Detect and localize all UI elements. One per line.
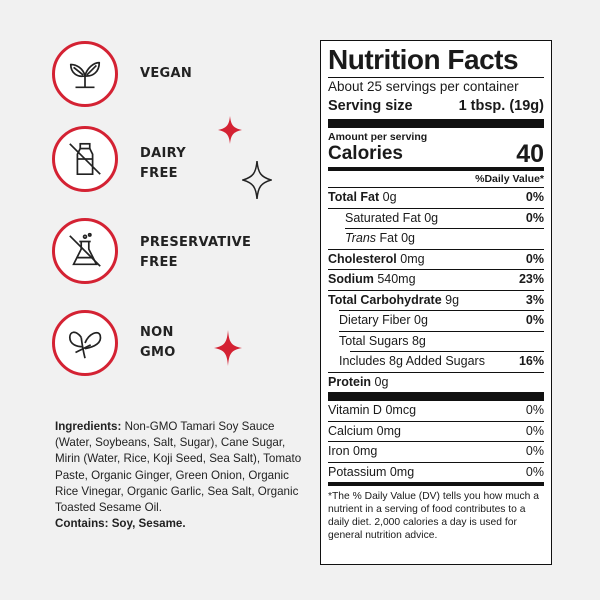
red-sparkle-icon <box>214 330 242 366</box>
ingredients-text: Ingredients: Non-GMO Tamari Soy Sauce (W… <box>55 419 305 532</box>
protein-row: Protein 0g <box>328 374 389 389</box>
ingredients-label: Ingredients: <box>55 420 122 433</box>
butterfly-leaf-icon <box>68 331 102 359</box>
contains-label: Contains: <box>55 517 109 531</box>
preservative-free-badge <box>52 218 118 284</box>
vegan-label: VEGAN <box>140 66 193 81</box>
dairy-free-label: DAIRY FREE <box>140 146 186 181</box>
amount-per-serving: Amount per serving <box>328 131 428 143</box>
potassium-row: Potassium 0mg 0% <box>328 464 544 479</box>
servings-per-container: About 25 servings per container <box>328 79 519 94</box>
serving-size: Serving size 1 tbsp. (19g) <box>328 98 544 114</box>
contains-list: Soy, Sesame. <box>111 517 186 531</box>
total-sugars-row: Total Sugars 8g <box>339 333 426 348</box>
daily-value-footnote: *The % Daily Value (DV) tells you how mu… <box>328 491 539 541</box>
cholesterol-row: Cholesterol 0mg 0% <box>328 251 544 266</box>
nutrition-title: Nutrition Facts <box>328 44 519 75</box>
ingredients-list: Non-GMO Tamari Soy Sauce (Water, Soybean… <box>55 420 302 515</box>
vitamin-d-row: Vitamin D 0mcg 0% <box>328 403 544 417</box>
total-carbohydrate-row: Total Carbohydrate 9g 3% <box>328 292 544 307</box>
calcium-row: Calcium 0mg 0% <box>328 423 544 438</box>
leaves-icon <box>69 61 101 89</box>
no-milk-bottle-icon <box>69 142 101 176</box>
sodium-row: Sodium 540mg 23% <box>328 272 544 286</box>
daily-value-header: %Daily Value* <box>475 173 544 185</box>
preservative-free-label: PRESERVATIVE FREE <box>140 235 252 270</box>
dietary-fiber-row: Dietary Fiber 0g 0% <box>339 313 544 327</box>
nutrition-facts-panel: Nutrition Facts About 25 servings per co… <box>320 40 552 565</box>
iron-row: Iron 0mg 0% <box>328 444 544 458</box>
trans-fat-row: Trans Fat 0g <box>345 231 415 245</box>
red-sparkle-icon <box>218 116 242 144</box>
total-fat-row: Total Fat 0g 0% <box>328 190 544 204</box>
added-sugars-row: Includes 8g Added Sugars 16% <box>339 354 544 368</box>
non-gmo-label: NON GMO <box>140 325 176 360</box>
non-gmo-badge <box>52 310 118 376</box>
calories-row: Calories 40 <box>328 140 544 168</box>
saturated-fat-row: Saturated Fat 0g 0% <box>345 210 544 225</box>
outline-sparkle-icon <box>242 160 272 200</box>
dairy-free-badge <box>52 126 118 192</box>
no-flask-icon <box>69 232 101 267</box>
vegan-badge <box>52 41 118 107</box>
